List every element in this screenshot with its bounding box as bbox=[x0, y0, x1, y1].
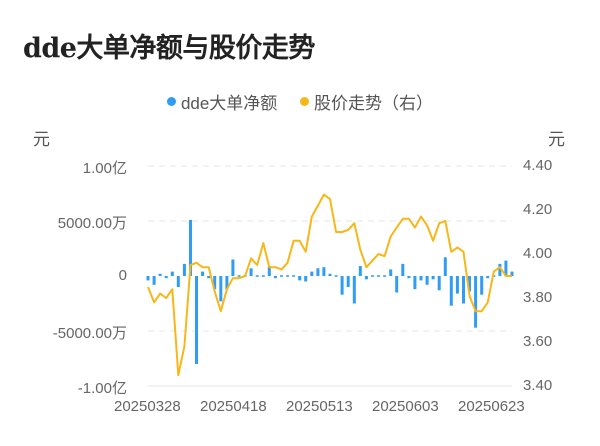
left-tick: 1.00亿 bbox=[82, 160, 127, 177]
left-tick: -1.00亿 bbox=[77, 380, 127, 397]
left-tick: 0 bbox=[118, 267, 127, 284]
legend-label: 股价走势（右） bbox=[314, 94, 434, 113]
x-tick: 20250623 bbox=[458, 398, 525, 415]
x-tick: 20250418 bbox=[200, 398, 267, 415]
right-tick: 4.20 bbox=[523, 201, 553, 218]
right-axis-unit: 元 bbox=[548, 130, 565, 149]
gridlines bbox=[148, 165, 512, 387]
left-tick: 5000.00万 bbox=[57, 215, 127, 232]
x-tick: 20250513 bbox=[286, 398, 353, 415]
price-line bbox=[147, 193, 512, 376]
right-tick: 4.00 bbox=[523, 245, 553, 262]
legend-label: dde大单净额 bbox=[180, 94, 278, 113]
legend-dot-orange-icon bbox=[300, 97, 310, 106]
left-axis-unit: 元 bbox=[33, 130, 50, 149]
legend-item-price[interactable]: 股价走势（右） bbox=[300, 89, 433, 114]
legend-dot-blue-icon bbox=[166, 97, 176, 106]
x-tick: 20250328 bbox=[114, 398, 181, 415]
right-tick: 3.80 bbox=[523, 289, 553, 306]
x-tick: 20250603 bbox=[372, 398, 439, 415]
left-tick: -5000.00万 bbox=[52, 325, 127, 342]
right-tick: 3.40 bbox=[523, 377, 553, 394]
right-tick: 3.60 bbox=[523, 333, 553, 350]
right-tick: 4.40 bbox=[523, 157, 553, 174]
legend-item-dde[interactable]: dde大单净额 bbox=[166, 89, 278, 114]
legend: dde大单净额 股价走势（右） bbox=[0, 89, 600, 114]
dde-bars bbox=[146, 219, 514, 364]
chart-title: dde大单净额与股价走势 bbox=[23, 33, 315, 64]
